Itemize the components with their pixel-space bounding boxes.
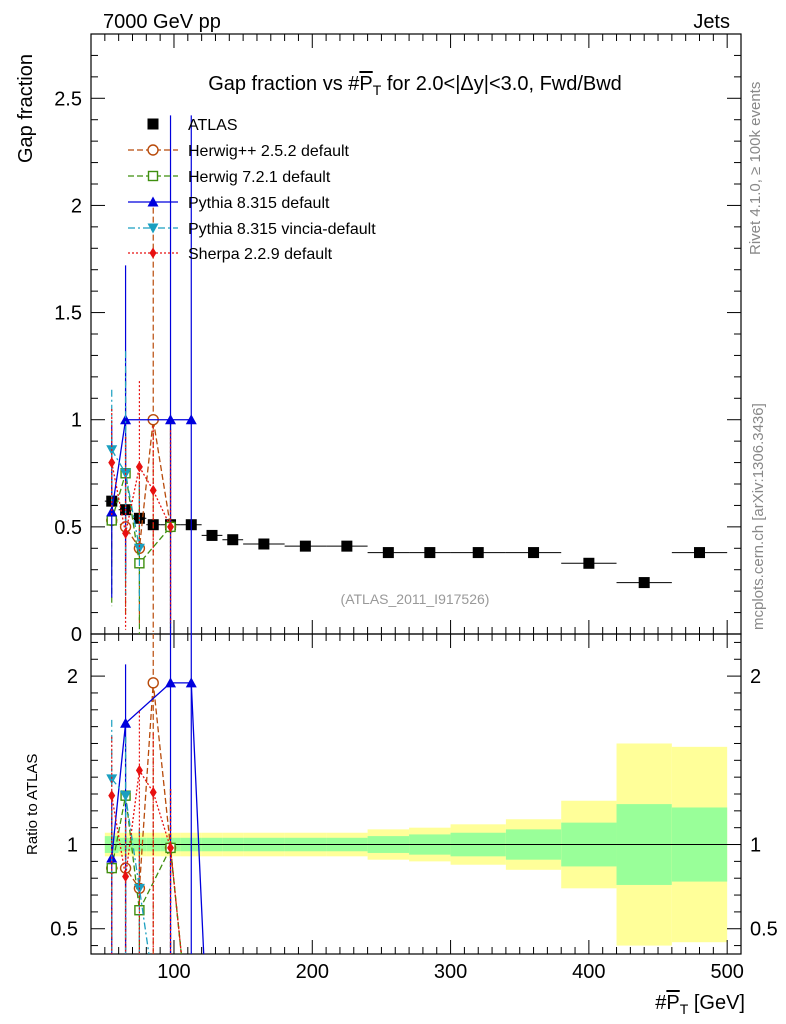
y-tick-label: 2.5 xyxy=(54,88,82,110)
mcplots-label: mcplots.cern.ch [arXiv:1306.3436] xyxy=(750,403,767,630)
ratio-point xyxy=(120,791,132,802)
y-axis-label: Gap fraction xyxy=(15,54,37,163)
ratio-herwig7 xyxy=(106,736,182,954)
atlas-point xyxy=(583,557,595,569)
legend-marker xyxy=(147,223,159,234)
uncertainty-bands xyxy=(91,743,741,946)
ratio-point xyxy=(120,717,132,728)
ratio-y-tick-label: 1 xyxy=(67,835,78,857)
legend-label-herwigpp: Herwig++ 2.5.2 default xyxy=(188,143,350,160)
series-point xyxy=(149,484,157,496)
y-tick-label: 1 xyxy=(71,410,82,432)
legend-marker xyxy=(149,247,157,259)
ratio-point xyxy=(135,764,143,776)
y-tick-label: 0 xyxy=(71,624,82,646)
x-axis-label: #PT [GeV] xyxy=(655,992,745,1017)
series-point xyxy=(133,543,145,554)
series-point xyxy=(185,414,197,425)
ratio-y-tick-label: 0.5 xyxy=(750,919,778,941)
ratio-y-tick-label: 0.5 xyxy=(50,919,78,941)
main-series xyxy=(104,115,728,634)
ratio-point xyxy=(185,677,197,688)
ratio-point xyxy=(108,790,116,802)
series-line xyxy=(111,462,172,534)
series-line xyxy=(111,473,172,565)
ratio-point xyxy=(149,786,157,798)
axis-ticks: 100 200 300 400 500 0.5 1 1.5 2 2.5 0 0.5 0.5 1 1 2 2 xyxy=(50,34,778,983)
chart-title: Gap fraction vs #PT for 2.0<|Δy|<3.0, Fw… xyxy=(208,73,622,98)
ratio-series xyxy=(106,634,205,954)
legend: ATLAS Herwig++ 2.5.2 default Herwig 7.2.… xyxy=(128,117,376,263)
atlas-point xyxy=(638,577,650,589)
x-tick-label: 400 xyxy=(572,961,605,983)
legend-label-sherpa: Sherpa 2.2.9 default xyxy=(188,246,333,263)
ratio-point xyxy=(167,842,175,854)
legend-marker xyxy=(147,170,159,182)
ratio-herwig++ xyxy=(106,634,182,954)
series-point xyxy=(165,414,177,425)
atlas-point xyxy=(528,547,540,559)
series-point xyxy=(135,461,143,473)
series-point xyxy=(120,414,132,425)
legend-label-atlas: ATLAS xyxy=(188,117,238,134)
x-tick-label: 500 xyxy=(710,961,743,983)
atlas-point xyxy=(227,534,239,546)
series-point xyxy=(106,506,118,517)
ratio-line xyxy=(111,778,150,954)
atlas-point xyxy=(382,547,394,559)
atlas-point xyxy=(472,547,484,559)
atlas-point xyxy=(694,547,706,559)
rivet-label: Rivet 4.1.0, ≥ 100k events xyxy=(747,82,764,255)
header-right: Jets xyxy=(693,11,730,33)
y-tick-label: 0.5 xyxy=(54,517,82,539)
atlas-point xyxy=(206,529,218,541)
series-point xyxy=(122,527,130,539)
atlas-point xyxy=(424,547,436,559)
legend-label-vincia: Pythia 8.315 vincia-default xyxy=(188,221,376,238)
atlas-point xyxy=(341,540,353,552)
series-line xyxy=(111,449,141,549)
ratio-y-tick-label: 1 xyxy=(750,835,761,857)
series-pythia xyxy=(106,115,197,634)
ratio-y-tick-label: 2 xyxy=(750,666,761,688)
analysis-id: (ATLAS_2011_I917526) xyxy=(341,591,490,607)
ratio-point xyxy=(165,677,177,688)
series-herwig++ xyxy=(106,207,177,634)
y-tick-label: 2 xyxy=(71,195,82,217)
legend-label-pythia: Pythia 8.315 default xyxy=(188,195,330,212)
series-herwig7 xyxy=(106,370,176,634)
legend-marker-atlas xyxy=(147,118,159,130)
series-point xyxy=(108,457,116,469)
legend-label-herwig7: Herwig 7.2.1 default xyxy=(188,169,331,186)
series-sherpa xyxy=(108,381,175,630)
x-tick-label: 200 xyxy=(296,961,329,983)
y-tick-label: 1.5 xyxy=(54,303,82,325)
ratio-line xyxy=(111,795,182,954)
series-point xyxy=(167,521,175,533)
ratio-point xyxy=(122,871,130,883)
ratio-sherpa xyxy=(108,711,182,954)
series-line xyxy=(111,419,192,512)
atlas-point xyxy=(299,540,311,552)
legend-marker xyxy=(147,144,159,156)
ratio-y-axis-label: Ratio to ATLAS xyxy=(24,754,41,855)
ratio-point xyxy=(106,774,118,785)
ratio-y-tick-label: 2 xyxy=(67,666,78,688)
header-left: 7000 GeV pp xyxy=(103,11,221,33)
ratio-line xyxy=(111,768,182,954)
x-tick-label: 300 xyxy=(434,961,467,983)
ratio-point xyxy=(147,677,159,689)
x-tick-label: 100 xyxy=(157,961,190,983)
atlas-point xyxy=(258,538,270,550)
legend-marker xyxy=(147,196,159,207)
